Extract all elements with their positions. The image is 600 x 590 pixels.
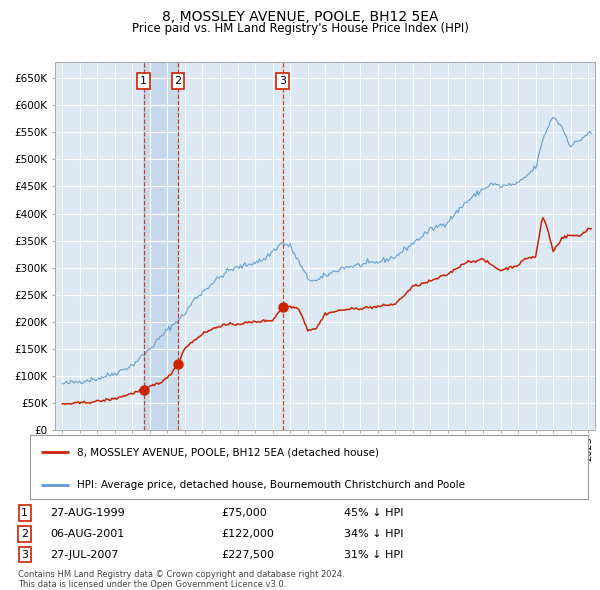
Bar [144,62,178,430]
Text: 27-AUG-1999: 27-AUG-1999 [50,508,125,518]
Text: 2: 2 [21,529,28,539]
Text: HPI: Average price, detached house, Bournemouth Christchurch and Poole: HPI: Average price, detached house, Bour… [77,480,466,490]
Text: 45% ↓ HPI: 45% ↓ HPI [344,508,403,518]
Text: £122,000: £122,000 [221,529,274,539]
Text: 27-JUL-2007: 27-JUL-2007 [50,550,118,560]
Text: 1: 1 [140,76,147,86]
Text: Price paid vs. HM Land Registry's House Price Index (HPI): Price paid vs. HM Land Registry's House … [131,22,469,35]
Text: 31% ↓ HPI: 31% ↓ HPI [344,550,403,560]
Text: 3: 3 [22,550,28,560]
Text: Contains HM Land Registry data © Crown copyright and database right 2024.
This d: Contains HM Land Registry data © Crown c… [18,570,344,589]
Text: 06-AUG-2001: 06-AUG-2001 [50,529,124,539]
Text: 3: 3 [279,76,286,86]
Text: 2: 2 [175,76,181,86]
Text: £227,500: £227,500 [221,550,275,560]
Text: £75,000: £75,000 [221,508,267,518]
Text: 1: 1 [22,508,28,518]
Text: 8, MOSSLEY AVENUE, POOLE, BH12 5EA (detached house): 8, MOSSLEY AVENUE, POOLE, BH12 5EA (deta… [77,447,379,457]
Text: 34% ↓ HPI: 34% ↓ HPI [344,529,403,539]
Text: 8, MOSSLEY AVENUE, POOLE, BH12 5EA: 8, MOSSLEY AVENUE, POOLE, BH12 5EA [162,10,438,24]
